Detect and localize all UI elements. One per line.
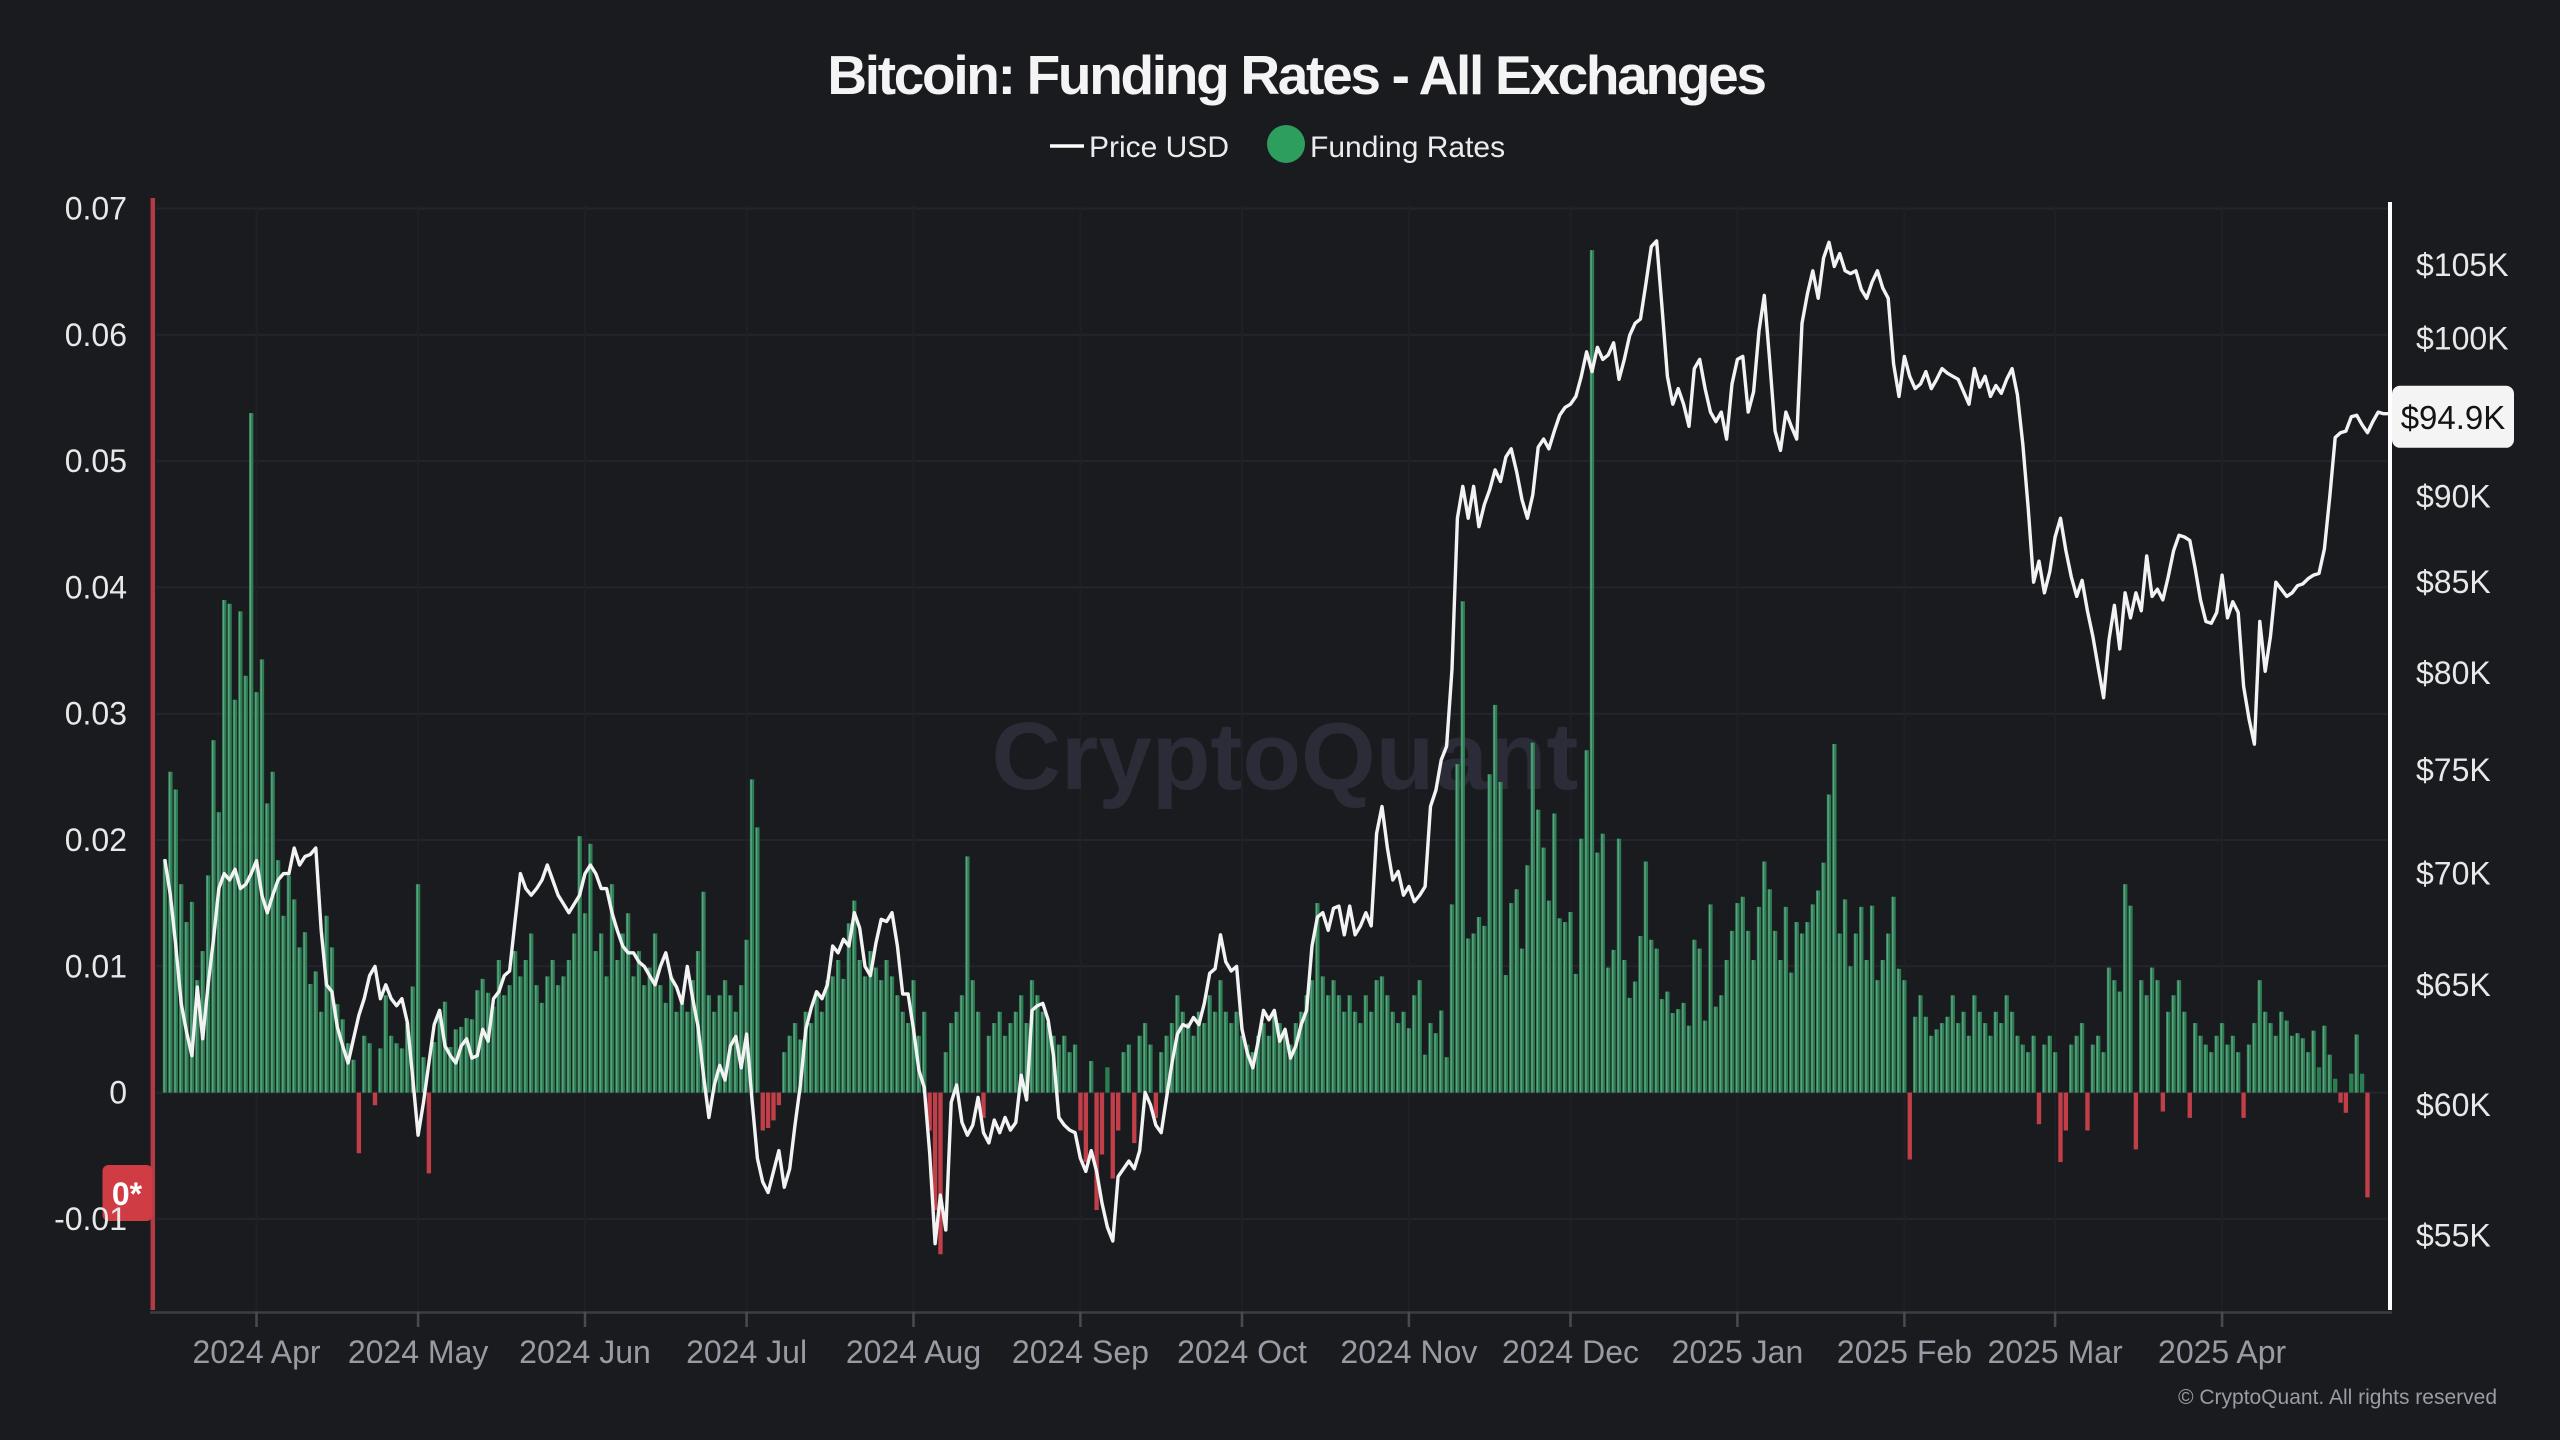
svg-text:0.04: 0.04 <box>65 569 127 605</box>
svg-text:2024 May: 2024 May <box>348 1334 489 1370</box>
svg-text:0: 0 <box>109 1075 127 1111</box>
svg-text:2024 Aug: 2024 Aug <box>846 1334 981 1370</box>
svg-text:$80K: $80K <box>2416 655 2491 691</box>
svg-text:$55K: $55K <box>2416 1218 2491 1254</box>
svg-text:$85K: $85K <box>2416 564 2491 600</box>
svg-text:0.02: 0.02 <box>65 822 127 858</box>
svg-text:0.05: 0.05 <box>65 443 127 479</box>
svg-text:2025 Jan: 2025 Jan <box>1672 1334 1804 1370</box>
svg-text:$105K: $105K <box>2416 247 2509 283</box>
svg-text:2025 Apr: 2025 Apr <box>2158 1334 2286 1370</box>
svg-text:2024 Jun: 2024 Jun <box>519 1334 651 1370</box>
svg-text:© CryptoQuant. All rights rese: © CryptoQuant. All rights reserved <box>2178 1386 2497 1409</box>
svg-text:$100K: $100K <box>2416 320 2509 356</box>
svg-text:Price USD: Price USD <box>1089 131 1229 164</box>
svg-text:CryptoQuant: CryptoQuant <box>992 703 1579 810</box>
svg-text:0.03: 0.03 <box>65 696 127 732</box>
svg-text:-0.01: -0.01 <box>54 1201 127 1237</box>
svg-text:Funding Rates: Funding Rates <box>1310 131 1505 164</box>
svg-text:$75K: $75K <box>2416 752 2491 788</box>
svg-text:$70K: $70K <box>2416 856 2491 892</box>
svg-text:2024 Oct: 2024 Oct <box>1177 1334 1307 1370</box>
svg-text:0*: 0* <box>112 1176 143 1212</box>
svg-text:$65K: $65K <box>2416 967 2491 1003</box>
svg-text:0.07: 0.07 <box>65 191 127 227</box>
svg-text:$90K: $90K <box>2416 478 2491 514</box>
svg-text:$60K: $60K <box>2416 1087 2491 1123</box>
svg-text:2024 Sep: 2024 Sep <box>1012 1334 1149 1370</box>
svg-text:0.01: 0.01 <box>65 948 127 984</box>
svg-text:2025 Feb: 2025 Feb <box>1837 1334 1972 1370</box>
svg-text:$94.9K: $94.9K <box>2401 399 2506 436</box>
svg-text:Bitcoin: Funding Rates - All E: Bitcoin: Funding Rates - All Exchanges <box>827 44 1765 106</box>
svg-text:2024 Dec: 2024 Dec <box>1502 1334 1639 1370</box>
svg-text:2024 Apr: 2024 Apr <box>192 1334 320 1370</box>
svg-text:2024 Nov: 2024 Nov <box>1340 1334 1477 1370</box>
svg-text:2024 Jul: 2024 Jul <box>686 1334 807 1370</box>
svg-text:0.06: 0.06 <box>65 317 127 353</box>
svg-text:2025 Mar: 2025 Mar <box>1988 1334 2124 1370</box>
